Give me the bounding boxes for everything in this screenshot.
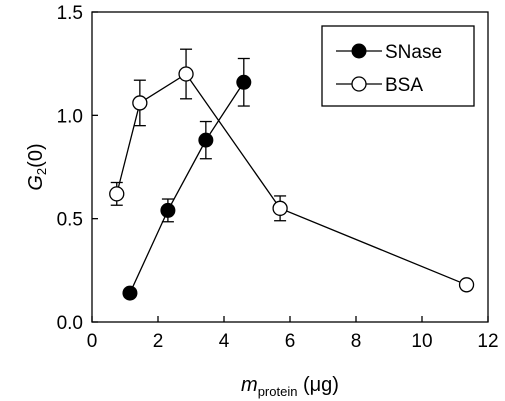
- x-tick-label: 6: [285, 331, 296, 352]
- x-tick-label: 8: [351, 331, 362, 352]
- x-axis-label: mprotein (μg): [241, 374, 339, 399]
- legend-label-bsa: BSA: [385, 75, 423, 96]
- x-tick-label: 12: [477, 331, 498, 352]
- legend-marker-snase: [351, 43, 367, 59]
- y-tick-label: 0.0: [57, 313, 83, 334]
- data-point-bsa: [178, 66, 194, 82]
- data-point-bsa: [109, 186, 125, 202]
- x-tick-label: 2: [153, 331, 164, 352]
- series-bsa: [109, 48, 475, 293]
- data-point-snase: [160, 202, 176, 218]
- axis-ticks: 0 2 4 6 8 10 12 0.0 0.5 1.0 1.5: [57, 3, 499, 352]
- legend-label-snase: SNase: [385, 42, 442, 63]
- x-tick-label: 4: [219, 331, 230, 352]
- series-snase: [122, 57, 252, 301]
- legend-entry-bsa: BSA: [336, 75, 423, 96]
- y-tick-label: 1.0: [57, 106, 83, 127]
- data-point-bsa: [272, 200, 288, 216]
- legend-entry-snase: SNase: [336, 42, 442, 63]
- y-tick-label: 0.5: [57, 210, 83, 231]
- data-point-snase: [236, 74, 252, 90]
- data-point-bsa: [458, 277, 475, 293]
- data-point-snase: [122, 285, 138, 301]
- legend-marker-bsa: [351, 76, 367, 92]
- legend-box: [321, 25, 475, 107]
- data-point-bsa: [132, 95, 148, 111]
- x-tick-label: 0: [87, 331, 98, 352]
- y-tick-label: 1.5: [57, 3, 83, 24]
- x-tick-label: 10: [411, 331, 432, 352]
- y-axis-label: G2(0): [25, 143, 49, 190]
- data-point-snase: [198, 132, 214, 148]
- series-line-snase: [129, 81, 245, 294]
- legend: SNase BSA: [321, 25, 475, 107]
- series-layer: [109, 48, 475, 301]
